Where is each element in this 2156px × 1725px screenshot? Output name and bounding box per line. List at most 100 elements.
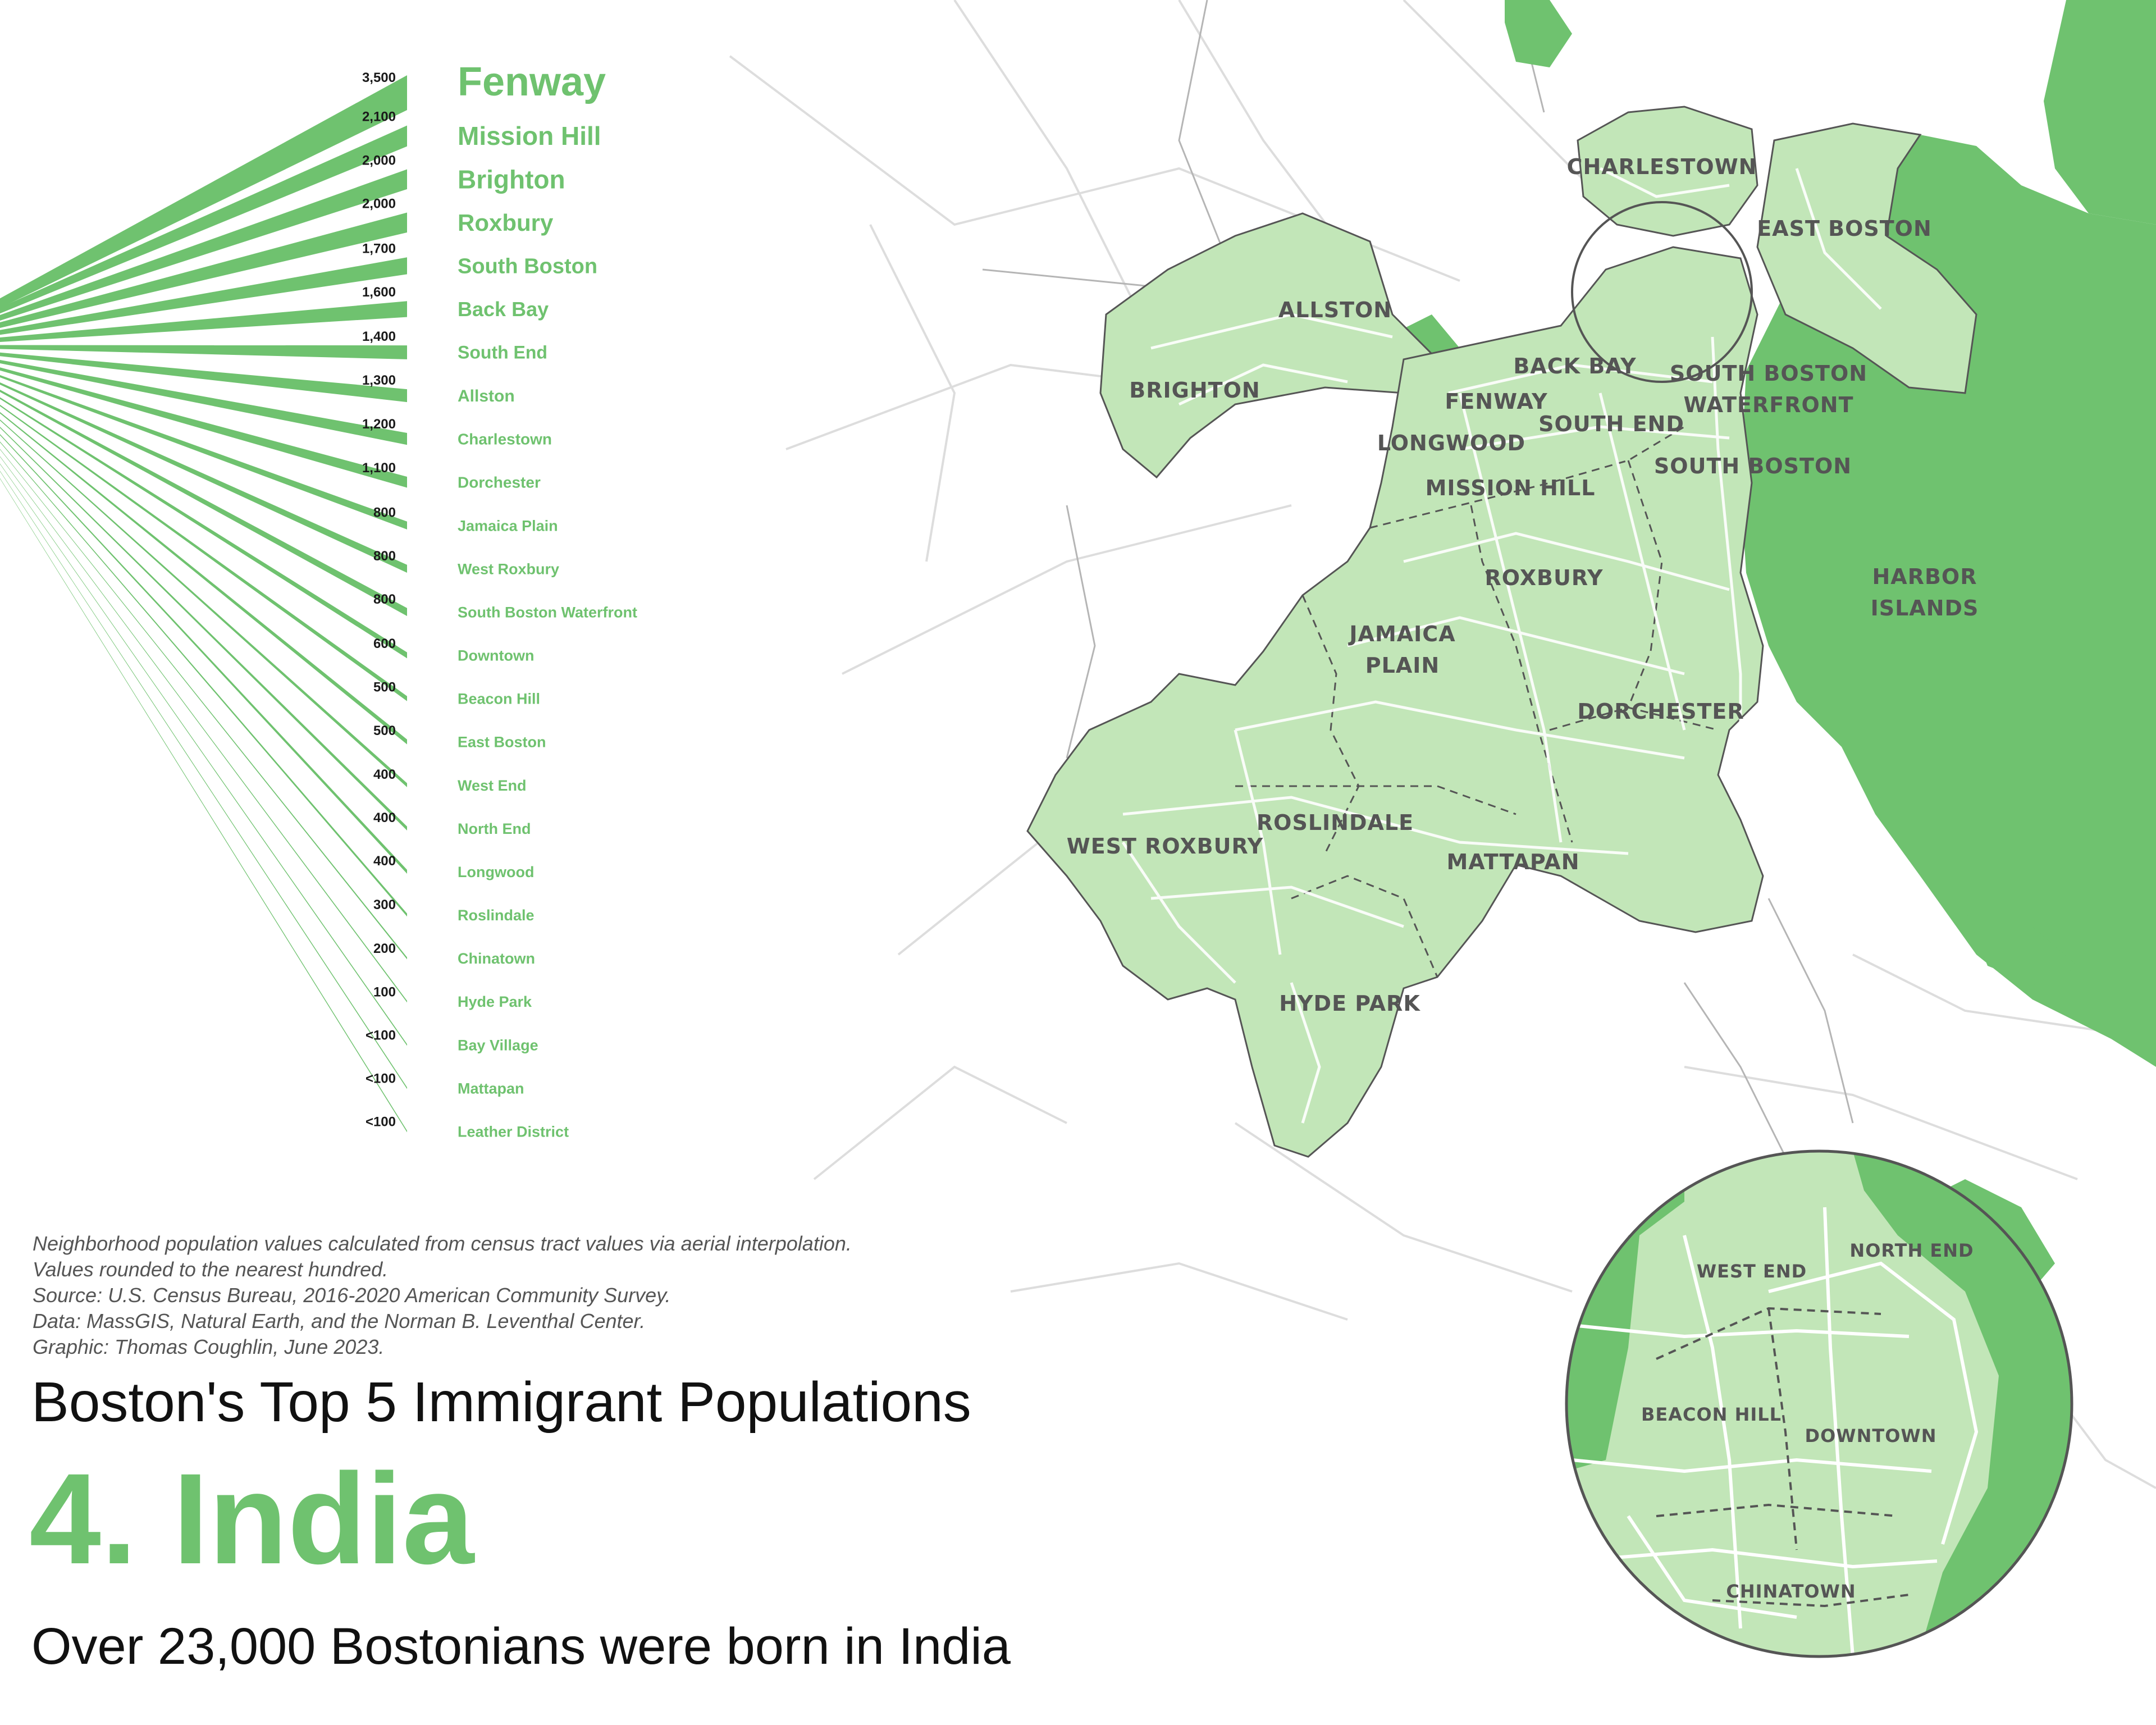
inset-label-downtown: DOWNTOWN (1805, 1425, 1937, 1446)
fan-neighborhood-label: South Boston (458, 255, 597, 279)
page-title: Boston's Top 5 Immigrant Populations (31, 1371, 971, 1434)
fan-neighborhood-label: Brighton (458, 165, 565, 194)
fan-wedge (0, 412, 407, 745)
fan-wedge (0, 301, 407, 342)
fan-neighborhood-label: East Boston (458, 734, 546, 751)
fan-wedge (0, 419, 407, 787)
fan-wedge (0, 212, 407, 328)
fan-neighborhood-label: Mattapan (458, 1080, 524, 1097)
fan-neighborhood-label: West End (458, 777, 527, 794)
fan-value-label: 400 (373, 854, 396, 869)
fan-value-label: 500 (373, 723, 396, 738)
inset-label-beacon-hill: BEACON HILL (1641, 1404, 1782, 1425)
fan-neighborhood-label: Hyde Park (458, 993, 532, 1010)
label-jamaica-plain-1: JAMAICA (1347, 622, 1455, 646)
fan-wedge (0, 404, 407, 701)
downtown-inset: WEST END NORTH END BEACON HILL DOWNTOWN … (1565, 1149, 2073, 1658)
fan-neighborhood-label: Jamaica Plain (458, 517, 558, 534)
label-east-boston: EAST BOSTON (1757, 216, 1932, 241)
fan-names: Fenway Mission Hill Brighton Roxbury South B… (458, 60, 637, 1140)
fan-value-label: 200 (373, 941, 396, 956)
fan-wedge (0, 471, 407, 1089)
fan-value-label: 300 (373, 897, 396, 912)
fan-neighborhood-label: Charlestown (458, 430, 552, 448)
note-line: Values rounded to the nearest hundred. (33, 1258, 389, 1281)
fan-neighborhood-label: Fenway (458, 60, 606, 104)
note-line: Source: U.S. Census Bureau, 2016-2020 Am… (33, 1284, 671, 1307)
fan-wedge (0, 397, 407, 659)
label-south-boston-waterfront-2: WATERFRONT (1683, 393, 1853, 417)
fan-neighborhood-label: Back Bay (458, 298, 549, 321)
fan-wedge (0, 427, 407, 830)
fan-wedges (0, 75, 407, 1133)
label-fenway: FENWAY (1445, 389, 1547, 414)
fan-wedge (0, 478, 407, 1133)
fan-neighborhood-label: Mission Hill (458, 121, 601, 150)
fan-wedge (0, 367, 407, 488)
fan-value-label: 800 (373, 505, 396, 521)
fan-neighborhood-label: Allston (458, 387, 515, 405)
fan-wedge (0, 463, 407, 1046)
label-dorchester: DORCHESTER (1577, 699, 1744, 724)
fan-value-label: 400 (373, 810, 396, 825)
label-mission-hill: MISSION HILL (1426, 476, 1596, 500)
fan-wedge (0, 345, 407, 359)
fan-wedge (0, 390, 407, 617)
note-line: Data: MassGIS, Natural Earth, and the No… (33, 1309, 646, 1332)
label-south-boston: SOUTH BOSTON (1654, 454, 1852, 478)
label-harbor-islands-2: ISLANDS (1871, 596, 1979, 620)
label-hyde-park: HYDE PARK (1279, 991, 1420, 1016)
fan-wedge (0, 125, 407, 314)
label-harbor-islands-1: HARBOR (1872, 564, 1977, 589)
fan-wedge (0, 456, 407, 1003)
fan-value-label: 100 (373, 984, 396, 1000)
fan-neighborhood-label: Chinatown (458, 950, 535, 967)
fan-wedge (0, 449, 407, 960)
streets (1121, 167, 1882, 1124)
label-charlestown: CHARLESTOWN (1567, 154, 1757, 179)
fan-neighborhood-label: Bay Village (458, 1037, 538, 1053)
label-south-boston-waterfront-1: SOUTH BOSTON (1670, 361, 1867, 386)
fan-wedge (0, 375, 407, 530)
fan-value-label: 2,100 (362, 109, 396, 124)
fan-neighborhood-label: Roxbury (458, 209, 554, 236)
neighborhood-labels: CHARLESTOWN EAST BOSTON ALLSTON BRIGHTON… (1067, 154, 1979, 1016)
fan-neighborhood-label: Roslindale (458, 907, 535, 924)
fan-value-label: 1,300 (362, 373, 396, 388)
fan-value-label: 3,500 (362, 70, 396, 85)
fan-value-label: 2,000 (362, 197, 396, 212)
fan-value-label: 600 (373, 636, 396, 651)
fan-wedge (0, 382, 407, 573)
fan-neighborhood-label: Dorchester (458, 474, 541, 491)
note-line: Graphic: Thomas Coughlin, June 2023. (33, 1335, 385, 1358)
fan-value-label: 1,400 (362, 329, 396, 344)
label-brighton: BRIGHTON (1129, 378, 1260, 403)
inset-label-chinatown: CHINATOWN (1726, 1581, 1856, 1602)
fan-wedge (0, 434, 407, 874)
fan-neighborhood-label: South Boston Waterfront (458, 604, 637, 620)
fan-wedge (0, 441, 407, 917)
fan-value-label: 1,600 (362, 285, 396, 300)
fan-neighborhood-label: West Roxbury (458, 560, 559, 577)
zoom-indicator-circle (1571, 201, 1753, 383)
label-west-roxbury: WEST ROXBURY (1067, 834, 1263, 859)
fan-value-label: 800 (373, 549, 396, 564)
fan-neighborhood-label: Beacon Hill (458, 691, 540, 708)
subtitle: Over 23,000 Bostonians were born in Indi… (31, 1618, 1011, 1675)
fan-value-label: <100 (366, 1028, 396, 1043)
fan-wedge (0, 360, 407, 445)
label-back-bay: BACK BAY (1513, 354, 1636, 378)
label-mattapan: MATTAPAN (1446, 850, 1579, 874)
label-roslindale: ROSLINDALE (1257, 810, 1414, 835)
note-line: Neighborhood population values calculate… (33, 1232, 852, 1255)
fan-wedge (0, 352, 407, 403)
fan-wedge (0, 257, 407, 335)
label-jamaica-plain-2: PLAIN (1365, 653, 1440, 678)
fan-value-label: 2,000 (362, 153, 396, 168)
inset-label-north-end: NORTH END (1849, 1240, 1974, 1261)
fan-value-label: <100 (366, 1071, 396, 1086)
fan-neighborhood-label: Longwood (458, 864, 534, 880)
fan-wedge (0, 75, 407, 308)
fan-value-label: 1,200 (362, 417, 396, 432)
